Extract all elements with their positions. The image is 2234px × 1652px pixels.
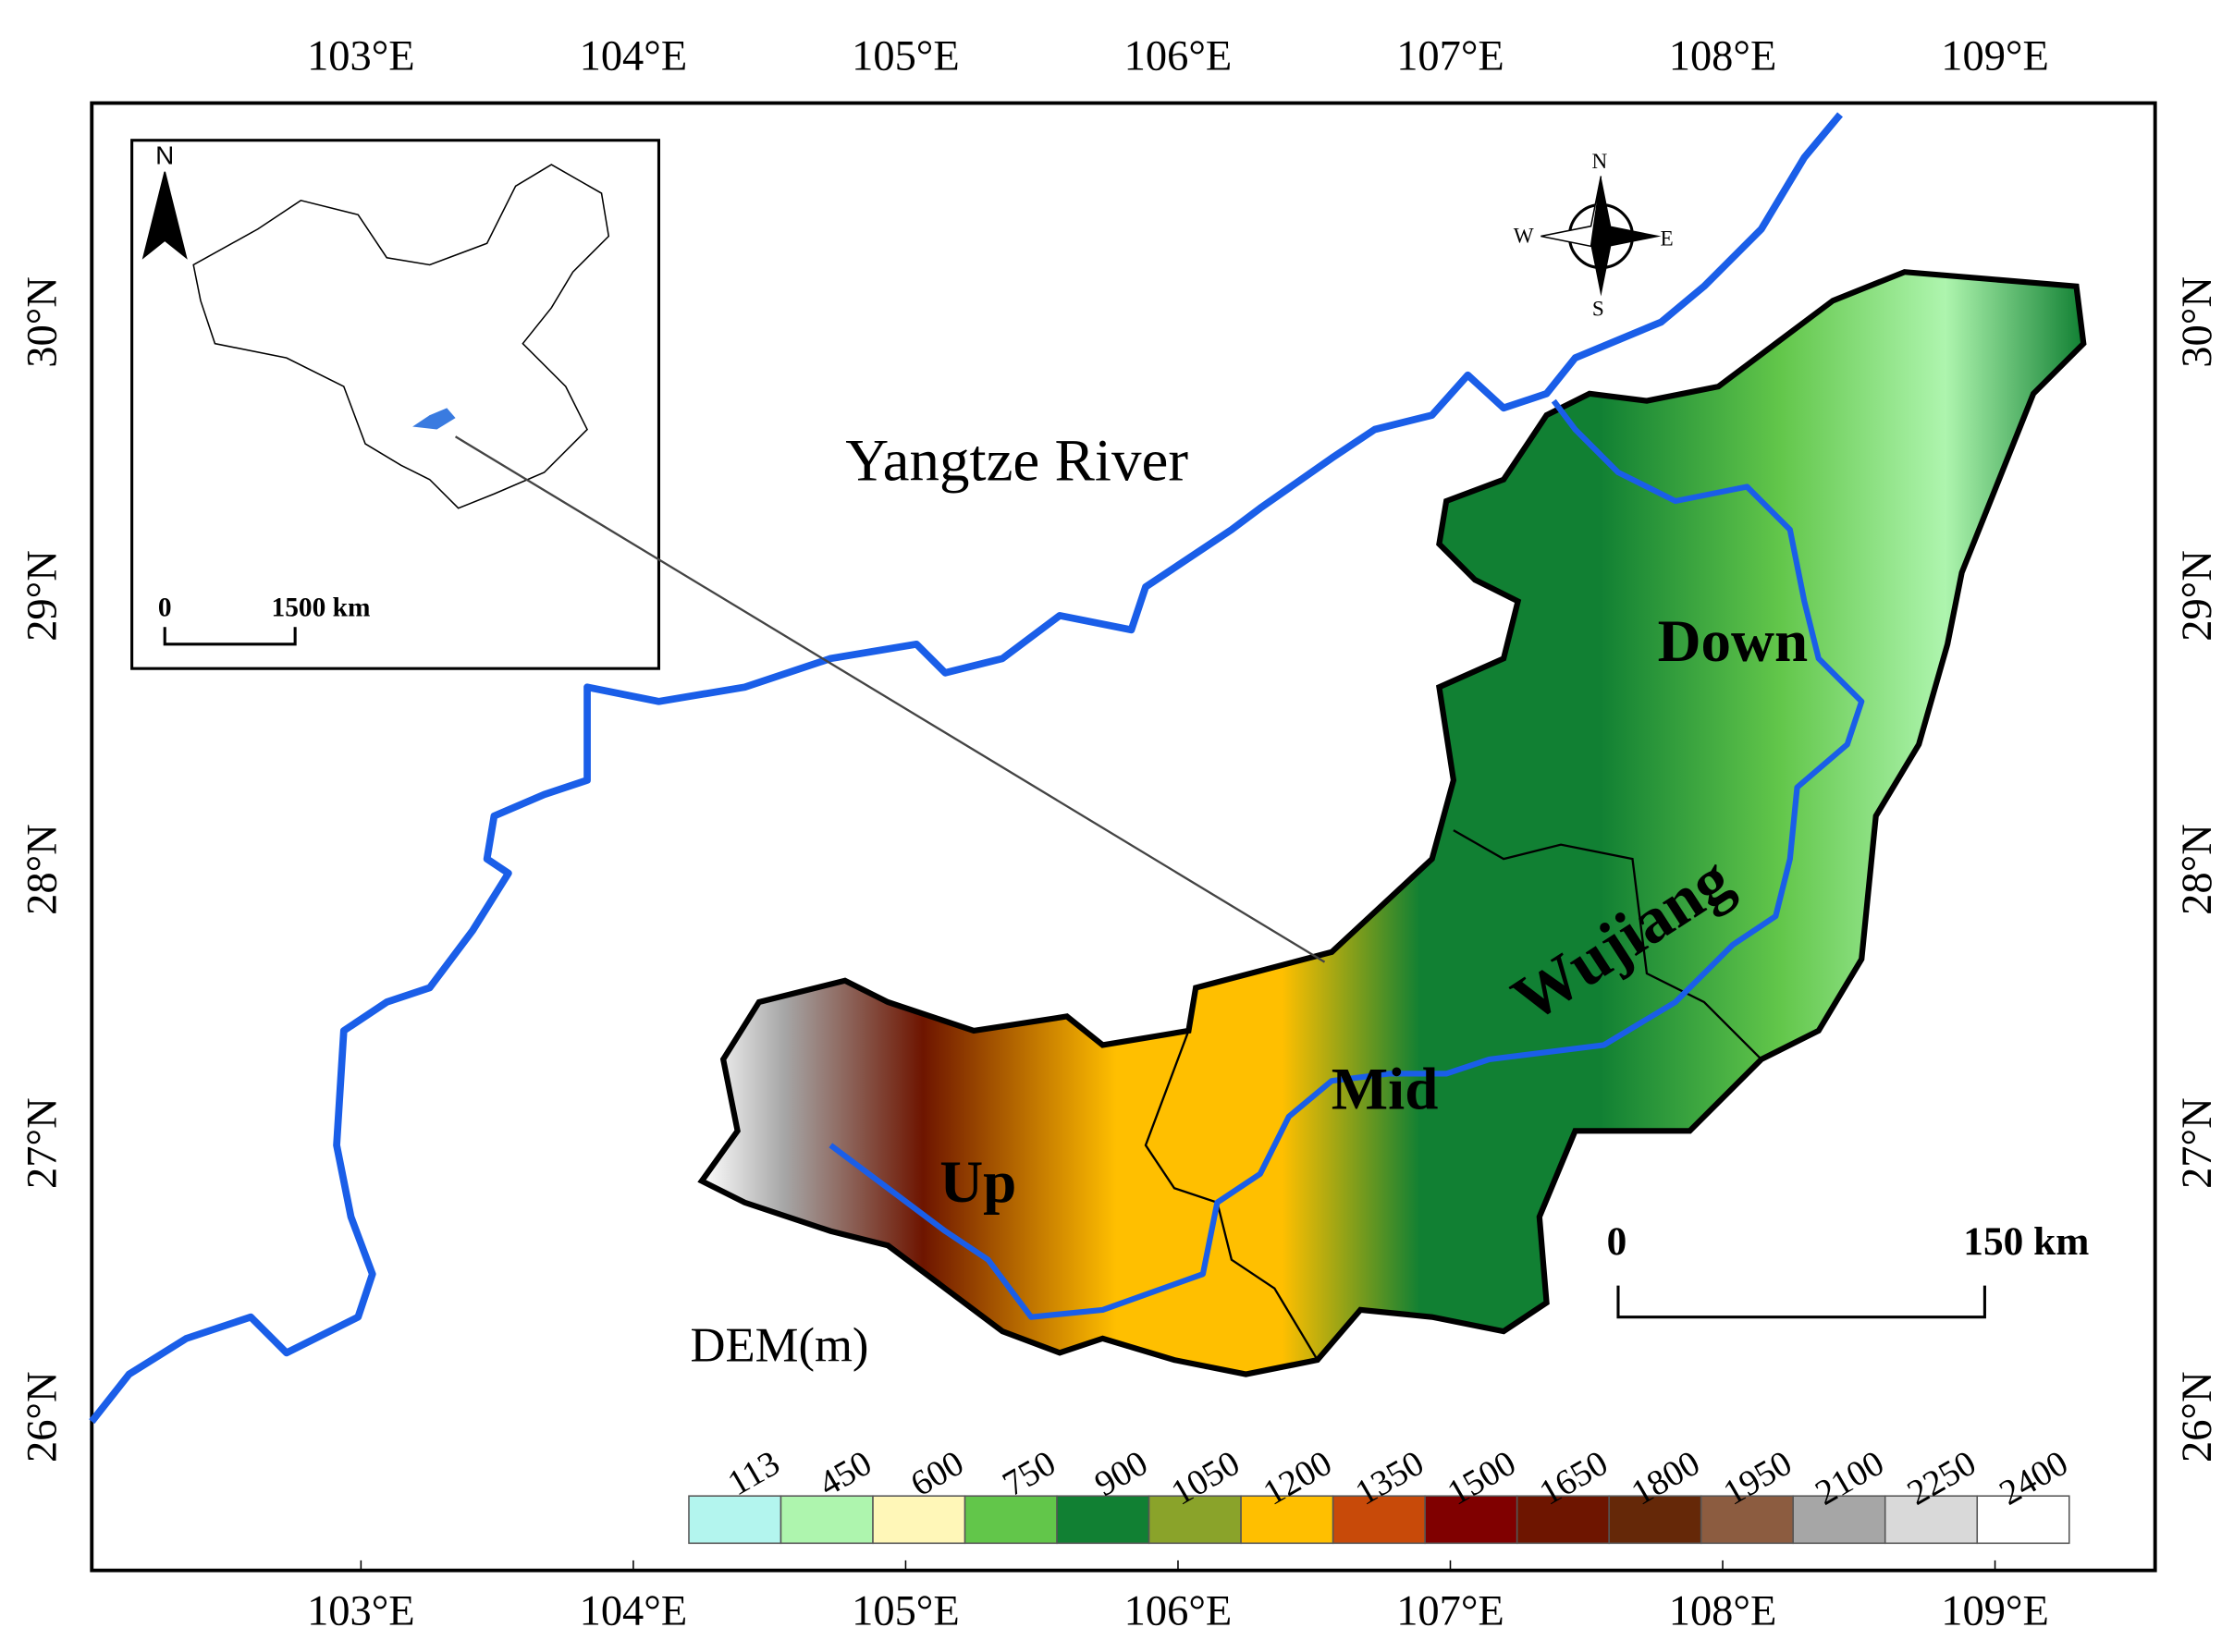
legend-title: DEM(m)	[691, 1318, 869, 1372]
inset-scale-label: 1500 km	[272, 593, 371, 622]
legend-swatch	[1700, 1495, 1794, 1545]
river-label: Yangtze River	[845, 428, 1188, 495]
lat-label: 30°N	[18, 276, 66, 368]
lon-label: 103°E	[307, 33, 415, 80]
lat-label: 26°N	[18, 1371, 66, 1462]
compass-star	[1540, 176, 1662, 297]
inset-scale-label: 0	[158, 593, 172, 622]
inset-china	[192, 164, 610, 509]
lon-label: 103°E	[307, 1587, 415, 1634]
legend-swatch	[1976, 1495, 2070, 1545]
lon-label: 109°E	[1941, 1587, 2049, 1634]
lon-label: 108°E	[1669, 33, 1777, 80]
lon-label: 104°E	[580, 1587, 688, 1634]
yangtze-river	[89, 112, 1843, 1425]
compass	[1540, 176, 1662, 297]
region-label: Down	[1658, 608, 1809, 675]
scale-label: 150 km	[1963, 1219, 2089, 1264]
legend-swatch	[1884, 1495, 1979, 1545]
compass-letter: S	[1592, 297, 1604, 321]
region-label: Up	[939, 1149, 1016, 1216]
lat-label: 30°N	[2174, 276, 2221, 368]
legend-swatch	[964, 1495, 1058, 1545]
legend-swatch	[872, 1495, 966, 1545]
legend-swatch	[1240, 1495, 1334, 1545]
lon-label: 108°E	[1669, 1587, 1777, 1634]
basin	[697, 269, 2087, 1377]
lon-label: 104°E	[580, 33, 688, 80]
lat-label: 29°N	[2174, 550, 2221, 642]
lon-label: 107°E	[1396, 33, 1504, 80]
compass-letter: N	[1591, 150, 1607, 174]
lat-label: 27°N	[18, 1097, 66, 1189]
lon-label: 105°E	[852, 1587, 960, 1634]
inset-basin	[412, 408, 456, 430]
legend-swatch	[1056, 1495, 1150, 1545]
lon-label: 106°E	[1124, 33, 1233, 80]
lon-label: 106°E	[1124, 1587, 1233, 1634]
legend-swatch	[1792, 1495, 1886, 1545]
lon-label: 107°E	[1396, 1587, 1504, 1634]
compass-star	[1540, 176, 1602, 248]
legend-swatch	[688, 1495, 782, 1545]
legend-swatch	[1332, 1495, 1426, 1545]
lat-label: 27°N	[2174, 1097, 2221, 1189]
lat-label: 28°N	[18, 824, 66, 915]
region-boundary	[1453, 829, 1762, 1060]
lat-label: 29°N	[18, 550, 66, 642]
lon-label: 109°E	[1941, 33, 2049, 80]
lat-label: 28°N	[2174, 824, 2221, 915]
scale-bar	[1616, 1285, 1986, 1319]
legend-swatch	[779, 1495, 874, 1545]
scale-label: 0	[1607, 1219, 1627, 1264]
inset-north: N	[155, 141, 174, 170]
compass-letter: E	[1661, 226, 1674, 251]
wujiang-river	[829, 398, 1865, 1320]
region-label: Mid	[1332, 1057, 1439, 1123]
lon-label: 105°E	[852, 33, 960, 80]
compass-letter: W	[1514, 224, 1534, 248]
lat-label: 26°N	[2174, 1371, 2221, 1462]
inset-scale-bar	[163, 627, 297, 646]
legend-swatch	[1608, 1495, 1702, 1545]
legend-swatch	[1516, 1495, 1610, 1545]
inset-north-arrow	[141, 171, 188, 260]
legend-swatch	[1424, 1495, 1518, 1545]
legend-swatch	[1148, 1495, 1242, 1545]
leader-line	[454, 435, 1326, 963]
